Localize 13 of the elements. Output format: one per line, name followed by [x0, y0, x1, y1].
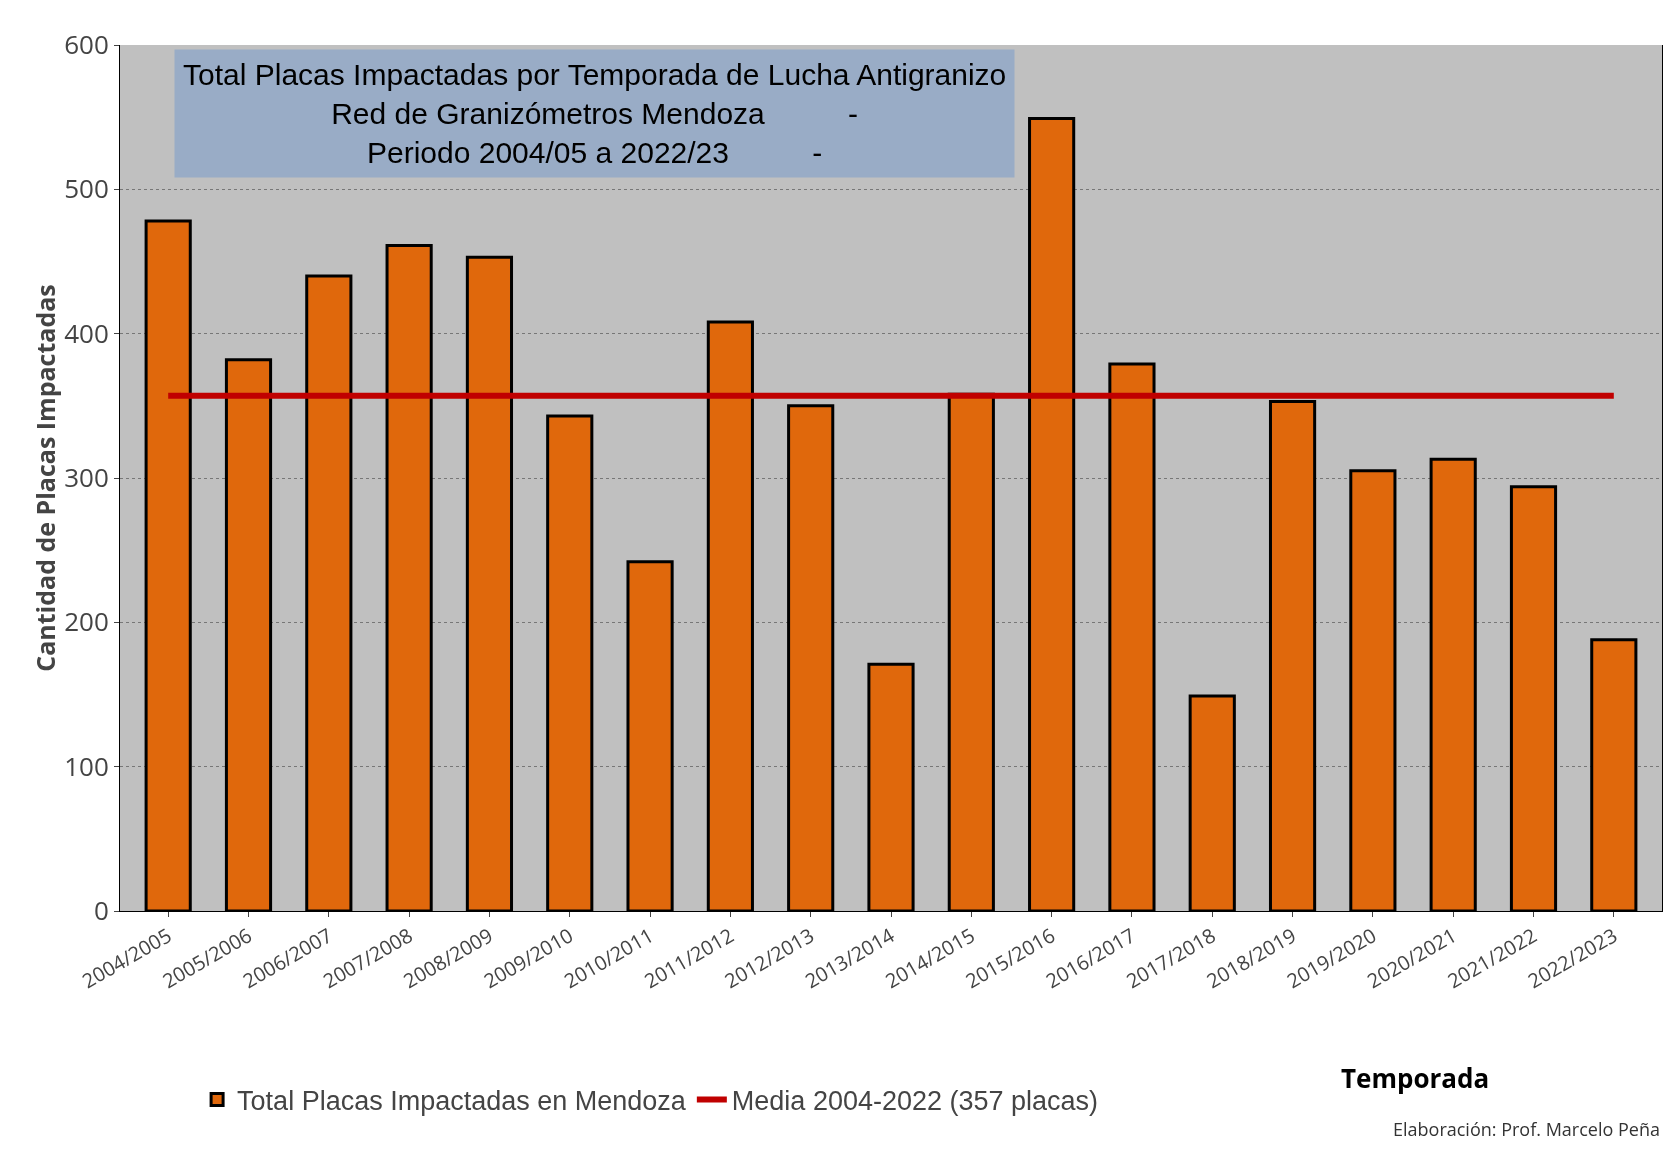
y-axis-title: Cantidad de Placas Impactadas [28, 284, 63, 672]
text: Elaboración: Prof. Marcelo Peña [1393, 1117, 1660, 1141]
legend-label: Media 2004-2022 (357 placas) [731, 1086, 1099, 1117]
legend-label: Total Placas Impactadas en Mendoza [237, 1086, 687, 1117]
y-tick-label: 200 [64, 603, 109, 640]
x-axis-title: Temporada [1341, 1060, 1490, 1096]
y-tick-label: 100 [64, 747, 109, 784]
y-tick-label: 400 [64, 314, 109, 351]
y-tick-label: 300 [64, 459, 109, 496]
text: Total Placas Impactadas por Temporada de Lucha Antigranizo Red de Granizómetros Mendoza - Periodo 2004/05 a 2022/23 - [183, 58, 1007, 169]
y-tick-label: 500 [64, 170, 109, 207]
y-tick-label: 0 [93, 892, 109, 929]
y-tick-label: 600 [64, 26, 109, 63]
